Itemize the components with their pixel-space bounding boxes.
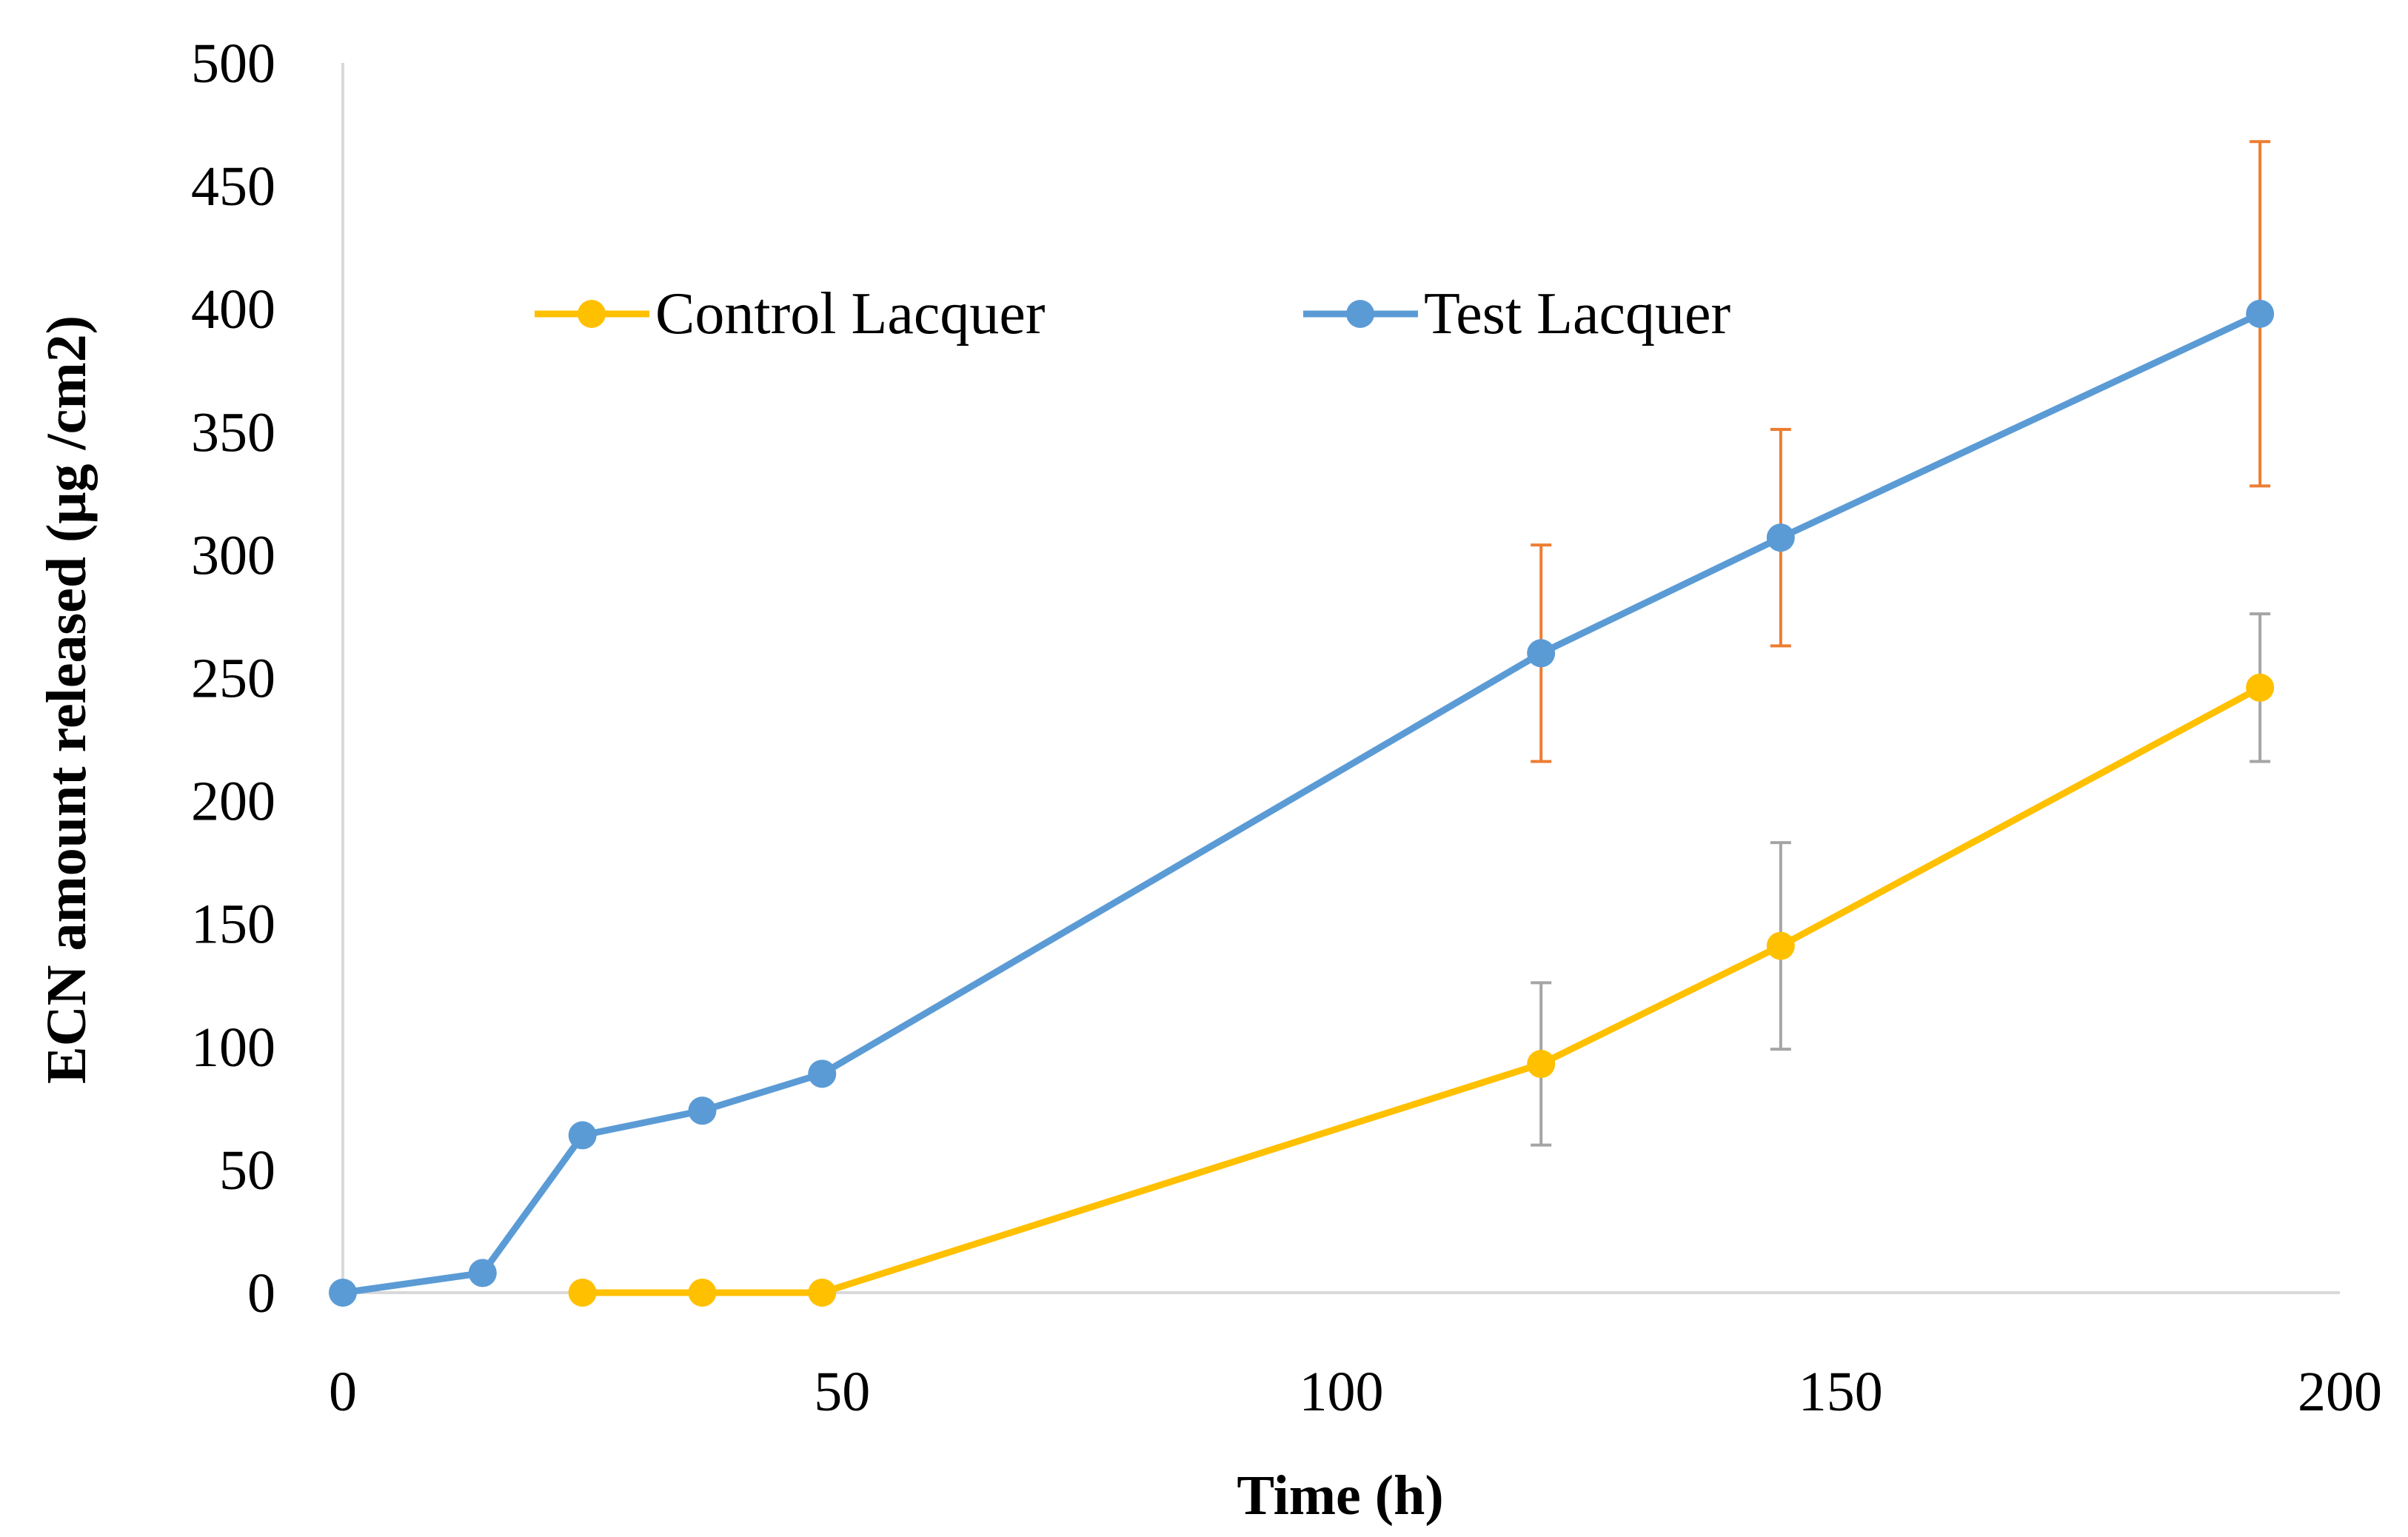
y-tick-label: 250 <box>191 648 275 710</box>
x-tick-label: 0 <box>329 1361 357 1423</box>
x-tick-label: 50 <box>814 1361 870 1423</box>
control-lacquer-legend-label: Control Lacquer <box>655 281 1045 346</box>
y-tick-label: 100 <box>191 1017 275 1079</box>
test-lacquer-point <box>688 1096 717 1125</box>
test-lacquer-point <box>568 1121 597 1150</box>
control-lacquer-point <box>1766 931 1795 960</box>
test-lacquer-point <box>2246 299 2275 328</box>
y-tick-label: 0 <box>247 1262 275 1325</box>
control-lacquer-point <box>808 1279 837 1307</box>
x-axis-title: Time (h) <box>1237 1464 1443 1527</box>
series-points <box>329 299 2275 1307</box>
control-lacquer-line <box>582 684 2262 1296</box>
y-tick-labels: 0 50 100 150 200 250 300 350 400 450 500 <box>191 33 275 1325</box>
test-lacquer-line <box>342 310 2262 1296</box>
control-lacquer-legend-marker <box>578 300 606 328</box>
test-lacquer-point <box>1766 523 1795 552</box>
test-lacquer-point <box>468 1259 497 1287</box>
control-lacquer-point <box>1527 1050 1556 1079</box>
control-lacquer-point <box>568 1279 597 1307</box>
axes <box>341 63 2340 1294</box>
test-lacquer-point <box>329 1279 357 1307</box>
x-tick-label: 200 <box>2298 1361 2382 1423</box>
test-lacquer-point <box>1527 639 1556 668</box>
test-lacquer-legend-marker <box>1346 300 1374 328</box>
control-lacquer-point <box>2246 673 2275 702</box>
test-lacquer-legend-label: Test Lacquer <box>1424 281 1730 346</box>
x-tick-label: 150 <box>1799 1361 1883 1423</box>
y-tick-label: 300 <box>191 524 275 586</box>
series-lines <box>342 310 2262 1296</box>
y-tick-label: 450 <box>191 155 275 218</box>
control-lacquer-point <box>688 1279 717 1307</box>
legend: Control Lacquer Test Lacquer <box>535 281 1730 346</box>
y-axis-title: ECN amount released (μg /cm2) <box>36 315 98 1084</box>
y-tick-label: 500 <box>191 33 275 95</box>
x-tick-label: 100 <box>1300 1361 1384 1423</box>
y-tick-label: 50 <box>219 1139 275 1202</box>
x-tick-labels: 0 50 100 150 200 <box>329 1361 2382 1423</box>
y-tick-label: 200 <box>191 771 275 833</box>
y-tick-label: 350 <box>191 401 275 463</box>
test-lacquer-point <box>808 1059 837 1088</box>
y-tick-label: 400 <box>191 278 275 341</box>
y-tick-label: 150 <box>191 894 275 956</box>
